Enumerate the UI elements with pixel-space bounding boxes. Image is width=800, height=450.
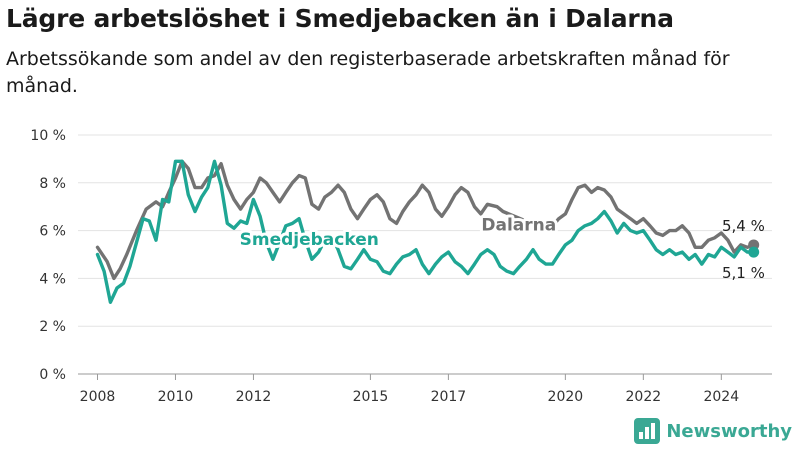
- series-labels: Dalarna Smedjebacken 5,4 % 5,1 %: [237, 213, 765, 283]
- x-tick-label: 2017: [431, 389, 467, 405]
- series-line-smedjebacken: [95, 159, 756, 304]
- series-line-dalarna: [95, 159, 756, 281]
- y-tick-label: 0 %: [39, 367, 66, 383]
- y-tick-label: 4 %: [39, 271, 66, 287]
- end-label-dalarna: 5,4 %: [722, 217, 765, 235]
- x-tick-label: 2008: [80, 389, 116, 405]
- x-tick-label: 2015: [353, 389, 389, 405]
- newsworthy-brand: Newsworthy: [634, 418, 792, 444]
- x-tick-label: 2022: [626, 389, 662, 405]
- series-label-dalarna: Dalarna: [481, 216, 556, 236]
- y-tick-label: 10 %: [30, 128, 66, 144]
- brand-name: Newsworthy: [666, 420, 792, 442]
- end-label-smedjebacken: 5,1 %: [722, 264, 765, 282]
- x-tick-label: 2024: [703, 389, 739, 405]
- x-axis: 2008 2010 2012 2015 2017 2020 2022 2024: [80, 374, 739, 405]
- gridlines: [78, 134, 772, 375]
- bar-chart-logo-icon: [634, 418, 661, 444]
- series-lines: [95, 159, 760, 304]
- series-label-smedjebacken: Smedjebacken: [240, 230, 379, 250]
- chart-title: Lägre arbetslöshet i Smedjebacken än i D…: [6, 4, 674, 33]
- chart-subtitle: Arbetssökande som andel av den registerb…: [6, 48, 730, 97]
- y-axis-ticks: 0 % 2 % 4 % 6 % 8 % 10 %: [30, 128, 66, 383]
- x-tick-label: 2020: [548, 389, 584, 405]
- y-tick-label: 8 %: [39, 176, 66, 192]
- end-point-smedjebacken: [748, 246, 760, 258]
- y-tick-label: 6 %: [39, 224, 66, 240]
- y-tick-label: 2 %: [39, 319, 66, 335]
- x-tick-label: 2010: [158, 389, 194, 405]
- x-tick-label: 2012: [236, 389, 272, 405]
